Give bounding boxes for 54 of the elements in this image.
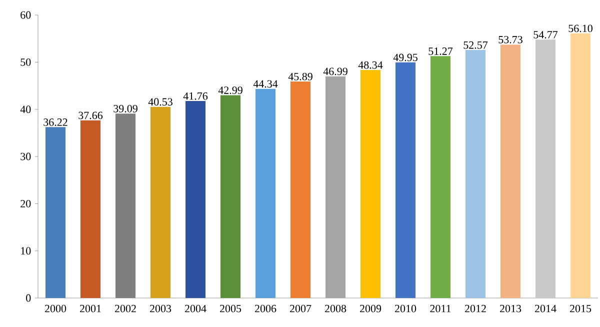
bar: [570, 33, 591, 298]
x-tick-label: 2012: [464, 304, 486, 312]
data-label: 51.27: [428, 48, 453, 55]
y-tick-label: 20: [20, 200, 31, 208]
bar: [220, 95, 241, 298]
y-tick-label: 10: [21, 247, 31, 255]
bar: [536, 40, 556, 298]
bar: [326, 76, 346, 298]
data-label: 44.34: [253, 80, 278, 88]
x-tick-label: 2009: [360, 304, 382, 312]
bar: [466, 50, 486, 298]
bar: [150, 106, 171, 298]
data-label: 53.73: [498, 36, 522, 44]
data-label: 54.77: [534, 31, 558, 38]
bar: [186, 101, 206, 298]
x-tick-label: 2003: [150, 304, 172, 312]
y-tick-label: 0: [26, 294, 31, 302]
x-tick-label: 2008: [324, 304, 346, 312]
bar: [430, 56, 451, 298]
data-label: 39.09: [114, 104, 138, 112]
bar: [46, 127, 66, 298]
data-label: 48.34: [358, 61, 383, 69]
data-label: 56.10: [568, 24, 592, 32]
x-tick-label: 2005: [220, 304, 242, 312]
y-tick-label: 60: [20, 11, 31, 19]
x-tick-label: 2011: [430, 304, 451, 312]
x-tick-label: 2001: [80, 304, 101, 312]
x-tick-label: 2015: [570, 304, 592, 312]
x-tick-label: 2000: [44, 304, 66, 312]
data-label: 52.57: [464, 41, 488, 49]
data-label: 37.66: [78, 112, 103, 120]
x-tick-label: 2002: [114, 304, 136, 312]
x-tick-label: 2014: [534, 304, 556, 312]
data-label: 40.53: [148, 98, 172, 106]
x-tick-label: 2004: [184, 304, 206, 312]
data-label: 46.99: [323, 68, 348, 76]
data-label: 49.95: [393, 54, 418, 62]
x-tick-label: 2006: [254, 304, 276, 312]
data-label: 36.22: [44, 118, 68, 126]
x-tick-label: 2013: [500, 304, 522, 312]
y-tick-label: 40: [20, 106, 31, 114]
x-tick-label: 2010: [394, 304, 416, 312]
data-label: 45.89: [288, 72, 312, 80]
bar: [396, 62, 416, 298]
bar: [500, 44, 521, 298]
y-tick-label: 50: [20, 58, 31, 66]
bar: [360, 70, 380, 298]
x-tick-label: 2007: [290, 304, 312, 312]
bar: [256, 88, 276, 298]
y-tick-label: 30: [20, 152, 31, 160]
bar: [290, 82, 311, 298]
data-label: 42.99: [218, 86, 242, 94]
data-label: 41.76: [183, 92, 208, 100]
bar: [80, 120, 100, 298]
